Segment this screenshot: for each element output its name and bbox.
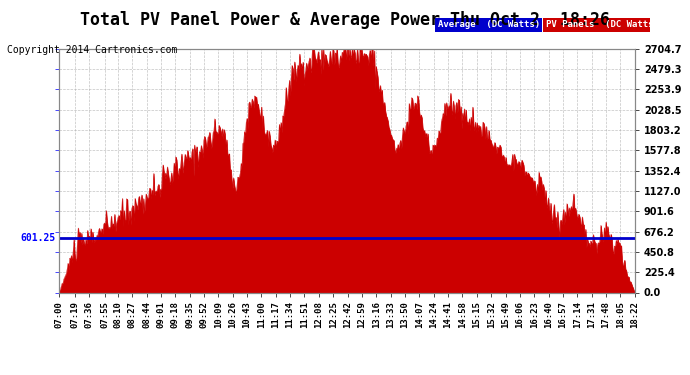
Text: Copyright 2014 Cartronics.com: Copyright 2014 Cartronics.com (7, 45, 177, 55)
Text: 601.25: 601.25 (21, 233, 56, 243)
Text: Total PV Panel Power & Average Power Thu Oct 2  18:26: Total PV Panel Power & Average Power Thu… (80, 11, 610, 29)
Text: PV Panels  (DC Watts): PV Panels (DC Watts) (546, 20, 660, 29)
Text: Average  (DC Watts): Average (DC Watts) (438, 20, 540, 29)
